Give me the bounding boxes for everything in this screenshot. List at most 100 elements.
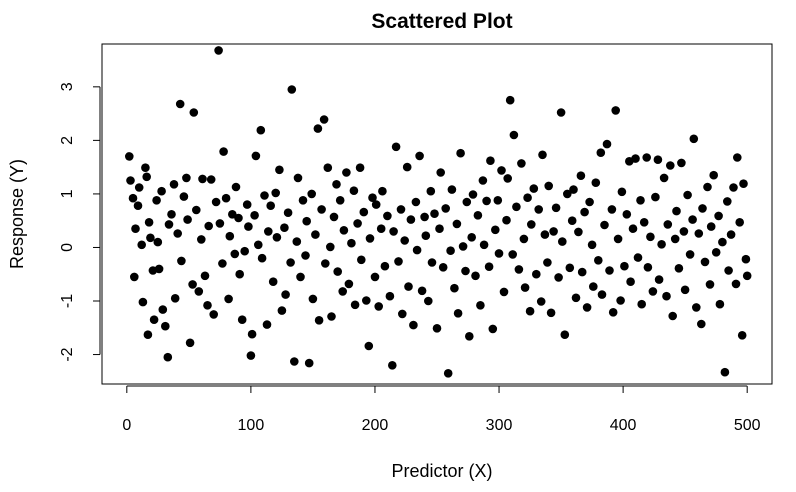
data-point [430, 209, 439, 218]
data-point [230, 249, 240, 259]
data-point [689, 134, 699, 144]
data-point [391, 142, 401, 152]
x-tick-label: 100 [238, 417, 265, 434]
data-point [543, 258, 552, 267]
data-point [335, 196, 345, 205]
data-point [412, 245, 422, 255]
data-point [594, 255, 603, 265]
data-point [192, 205, 201, 215]
data-point [709, 170, 718, 180]
data-point [726, 230, 736, 239]
data-point [520, 283, 530, 292]
data-point [706, 222, 716, 231]
data-point [211, 197, 221, 207]
data-point [302, 216, 312, 226]
data-point [319, 115, 329, 124]
data-point [591, 178, 601, 187]
data-point [247, 329, 257, 339]
data-point [546, 308, 556, 318]
data-point [538, 150, 547, 160]
data-point [353, 219, 362, 228]
data-point [450, 283, 459, 293]
data-point [735, 218, 744, 227]
data-point [711, 248, 721, 257]
data-point [499, 287, 509, 297]
data-point [383, 211, 392, 221]
data-point [679, 227, 689, 236]
data-point [173, 229, 182, 238]
data-point [651, 192, 660, 202]
data-point [349, 186, 359, 195]
data-point [554, 273, 563, 282]
data-point [694, 229, 704, 238]
data-point [169, 180, 179, 189]
data-point [420, 212, 429, 222]
data-point [257, 253, 267, 263]
data-point [415, 151, 424, 161]
data-point [577, 267, 587, 277]
data-point [378, 186, 387, 196]
data-point [558, 237, 567, 246]
data-point [723, 197, 732, 206]
data-point [432, 324, 442, 333]
data-point [642, 153, 651, 162]
data-point [705, 280, 715, 289]
data-point [266, 201, 276, 210]
data-point [411, 197, 421, 207]
data-point [376, 224, 386, 233]
data-point [512, 202, 521, 212]
data-point [697, 319, 706, 329]
data-point [246, 351, 256, 360]
data-point [580, 207, 589, 217]
data-point [357, 255, 366, 265]
data-point [497, 166, 506, 175]
data-point [703, 182, 712, 192]
data-point [718, 237, 727, 247]
data-point [225, 231, 235, 241]
data-point [493, 196, 503, 205]
data-point [571, 293, 581, 303]
data-point [380, 261, 390, 271]
data-point [163, 352, 173, 362]
data-point [519, 234, 529, 244]
data-point [260, 191, 269, 200]
data-point [277, 306, 287, 315]
data-point [514, 265, 524, 274]
data-point [491, 225, 500, 235]
data-point [204, 221, 213, 231]
data-point [183, 215, 192, 224]
data-point [486, 156, 495, 165]
data-point [342, 168, 351, 177]
data-point [134, 183, 144, 192]
data-point [164, 220, 174, 229]
y-tick-label: 1 [59, 189, 76, 198]
data-point [683, 190, 692, 200]
data-point [462, 197, 472, 207]
data-point [141, 163, 150, 172]
data-point [517, 159, 526, 168]
data-point [605, 266, 614, 275]
y-axis-label: Response (Y) [7, 159, 27, 269]
data-point [680, 285, 690, 295]
data-point [365, 234, 375, 243]
data-point [313, 124, 323, 133]
data-point [347, 238, 356, 248]
data-point [739, 179, 748, 188]
data-point [338, 287, 348, 296]
data-point [314, 316, 324, 325]
data-point [371, 200, 381, 209]
data-point [189, 108, 199, 117]
data-point [142, 172, 151, 182]
data-point [275, 165, 284, 175]
data-point [456, 148, 465, 158]
data-point [637, 299, 646, 309]
data-point [350, 300, 360, 310]
data-point [264, 227, 273, 236]
data-point [290, 357, 299, 366]
data-point [364, 341, 374, 351]
data-point [503, 174, 512, 183]
y-tick-label: 3 [59, 82, 76, 91]
data-point [182, 173, 191, 183]
data-point [484, 262, 494, 272]
